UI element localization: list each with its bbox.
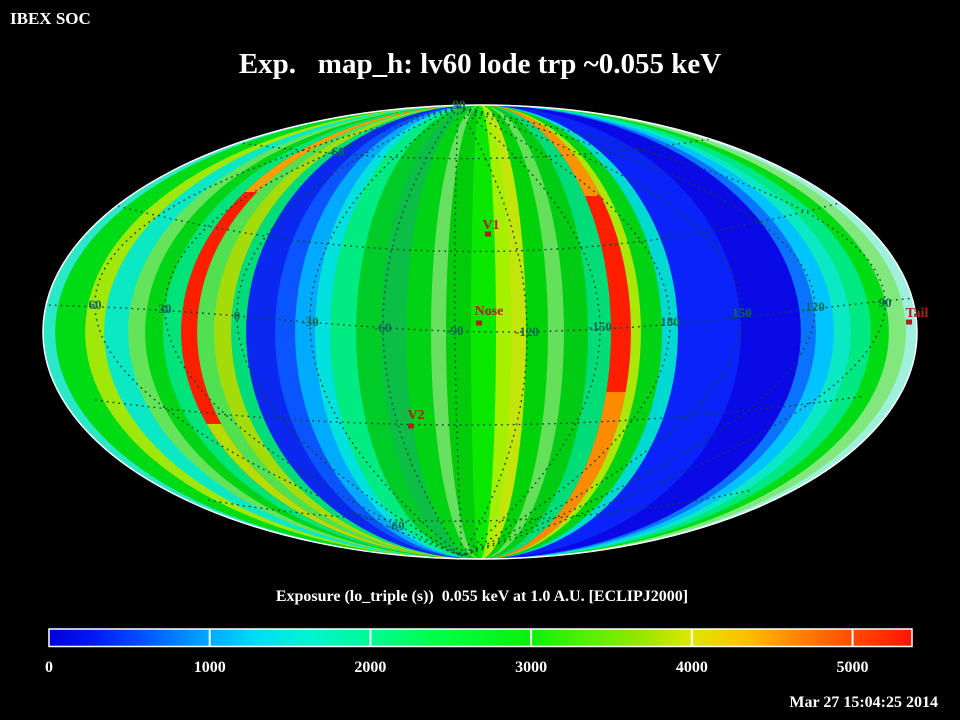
timestamp: Mar 27 15:04:25 2014 [789,694,938,711]
grid-parallel [43,297,917,333]
grid-meridian [454,106,463,557]
colorbar-tick-label: 1000 [194,659,226,676]
grid-label-lon: -120 [515,324,539,339]
grid-label-lon: -90 [446,323,463,338]
grid-parallel [94,395,866,426]
grid-label-lon: 150 [732,305,752,320]
grid-label-lon: 90 [879,295,892,310]
grid-label-lon: 60 [89,297,102,312]
colorbar-tick-labels: 0 1000 2000 3000 4000 5000 [45,659,869,676]
exposure-stripe [480,105,496,559]
grid-label-lon: -60 [374,320,391,335]
grid-label-lon: 30 [159,301,172,316]
sky-map [43,105,917,559]
map-outline [42,104,918,560]
app-title: IBEX SOC [10,9,91,28]
grid-label-lon: 180 [660,314,680,329]
page-title: Exp. map_h: lv60 lode trp ~0.055 keV [239,48,721,80]
colorbar-caption: Exposure (lo_triple (s)) 0.055 keV at 1.… [276,588,688,605]
grid-meridian [457,106,886,557]
colorbar-tick-label: 2000 [354,659,386,676]
sky-marker-nose-icon [476,320,482,326]
colorbar: 0 1000 2000 3000 4000 5000 [45,628,913,676]
grid-labels: 90 60 -60 60 30 0 -30 -60 -90 -120 -150 180 150 120 90 [89,97,892,533]
sky-marker-label-v1: V1 [482,218,499,233]
grid-lines [43,106,917,557]
grid-meridian [382,106,463,557]
grid-label-lat: 60 [332,144,345,159]
grid-meridian [309,106,463,557]
sky-marker-label-tail: Tail [906,306,929,321]
exposure-stripe [446,105,480,559]
grid-parallel [94,195,866,253]
colorbar-tick-label: 5000 [837,659,869,676]
sky-marker-label-v2: V2 [407,408,424,423]
colorbar-tick-label: 3000 [515,659,547,676]
sky-marker-tail-icon [906,319,912,325]
colorbar-ticks [208,629,854,647]
sky-marker-v1-icon [485,231,491,237]
grid-meridian [457,106,816,557]
grid-label-lat: -60 [387,518,404,533]
exposure-stripe [471,105,480,559]
grid-label-lon: -150 [588,319,612,334]
sky-markers: V1 Nose V2 Tail [407,218,929,429]
colorbar-tick-label: 4000 [676,659,708,676]
colorbar-tick-label: 0 [45,659,53,676]
grid-label-lat: 90 [453,97,466,112]
sky-marker-v2-icon [408,423,414,429]
grid-label-lon: 0 [234,308,241,323]
grid-meridian [94,106,463,557]
grid-label-lon: -30 [301,314,318,329]
grid-label-lon: 120 [805,299,825,314]
colorbar-gradient-bar [48,628,913,648]
sky-marker-label-nose: Nose [475,304,504,319]
grid-parallel [207,131,753,160]
